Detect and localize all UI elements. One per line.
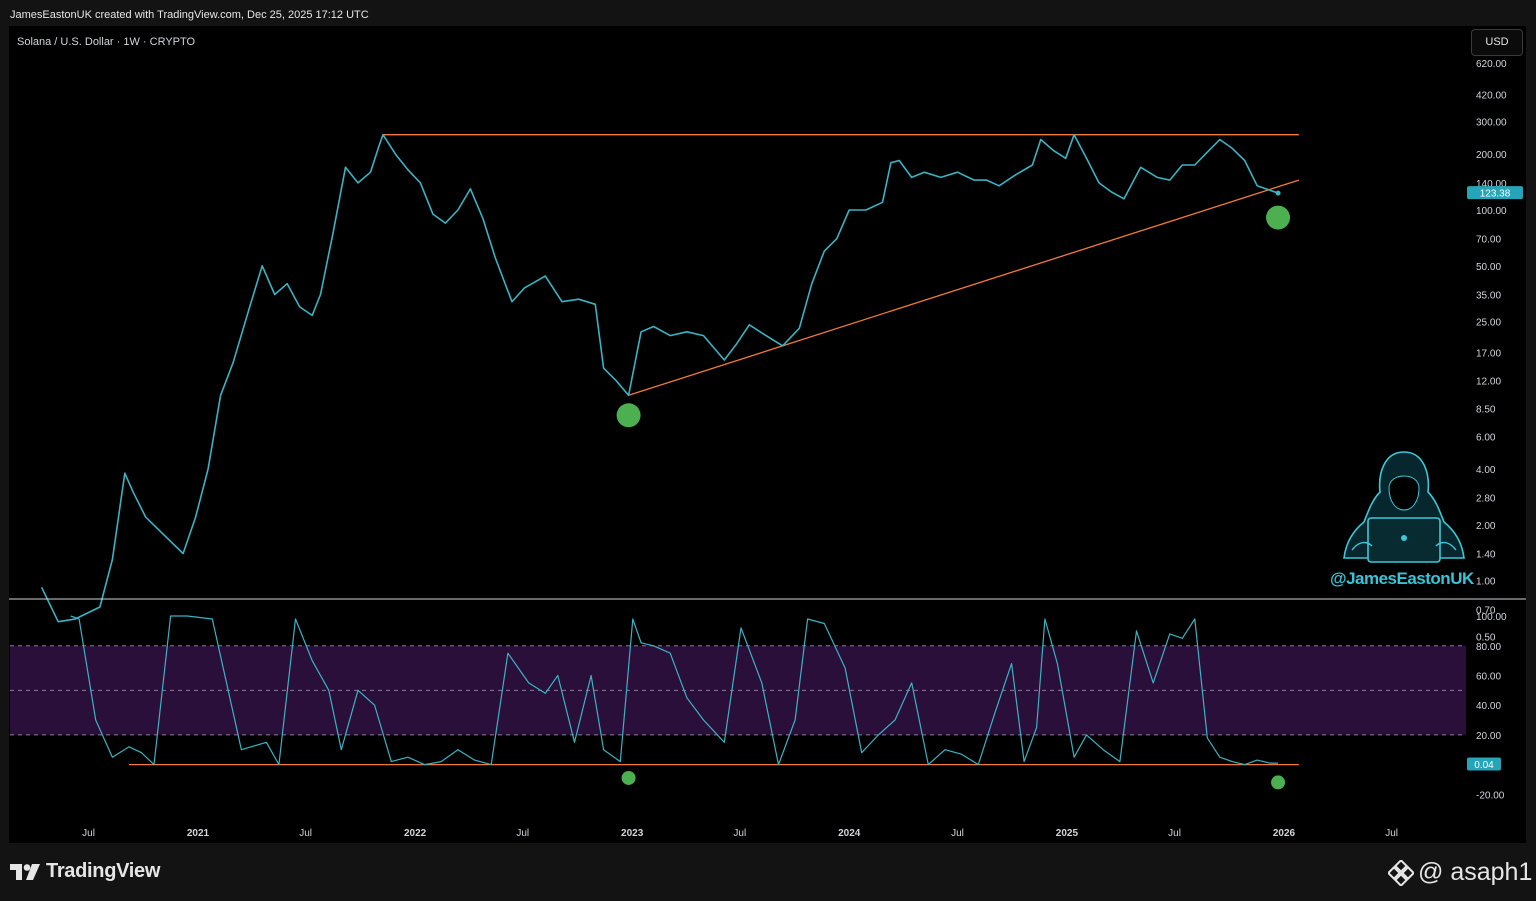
price-axis-tick-label: 35.00 bbox=[1476, 290, 1501, 301]
oscillator-axis-tick-label: 40.00 bbox=[1476, 701, 1501, 712]
time-axis-label: 2021 bbox=[187, 828, 210, 839]
price-line[interactable] bbox=[40, 133, 1279, 623]
price-axis-tick-label: 2.80 bbox=[1476, 494, 1496, 505]
time-axis-label: Jul bbox=[1168, 828, 1181, 839]
oscillator-axis-tick-label: 20.00 bbox=[1476, 731, 1501, 742]
avatar-face bbox=[1388, 475, 1420, 511]
price-axis-tick-label: 12.00 bbox=[1476, 377, 1501, 388]
avatar-laptop-logo bbox=[1401, 535, 1407, 541]
time-axis-label: 2025 bbox=[1056, 828, 1079, 839]
price-axis-tick-label: 420.00 bbox=[1476, 91, 1507, 102]
time-axis-label: Jul bbox=[733, 828, 746, 839]
green-marker bbox=[1266, 205, 1291, 230]
oscillator-last-badge bbox=[1467, 757, 1501, 771]
time-axis: Jul 2021 Jul 2022 Jul 2023 Jul 2024 Jul 2025 Jul 20… bbox=[82, 828, 1398, 839]
time-axis-label: 2023 bbox=[621, 828, 644, 839]
tradingview-icon bbox=[10, 863, 40, 880]
bottom-bar bbox=[0, 843, 1536, 901]
price-axis-tick-label: 6.00 bbox=[1476, 432, 1496, 443]
price-axis-tick-label: 70.00 bbox=[1476, 235, 1501, 246]
time-axis-label: Jul bbox=[1385, 828, 1398, 839]
asaph-watermark: @ asaph1 bbox=[1388, 858, 1532, 887]
price-axis-tick-label: 8.50 bbox=[1476, 404, 1496, 415]
green-marker bbox=[616, 403, 641, 428]
price-axis-tick-label: 25.00 bbox=[1476, 318, 1501, 329]
currency-button[interactable]: USD bbox=[1471, 29, 1523, 56]
price-axis-tick-label: 140.00 bbox=[1476, 179, 1507, 190]
price-axis-tick-label: 620.00 bbox=[1476, 59, 1507, 70]
tradingview-wordmark: TradingView bbox=[46, 860, 161, 882]
hacker-avatar-icon bbox=[1343, 451, 1465, 563]
price-axis-tick-label: 0.70 bbox=[1476, 605, 1496, 616]
support-trendline[interactable] bbox=[628, 179, 1300, 396]
time-axis-label: Jul bbox=[82, 828, 95, 839]
green-marker bbox=[621, 770, 636, 785]
avatar-hands bbox=[1351, 541, 1457, 551]
last-price-label: 123.38 bbox=[1480, 189, 1511, 200]
last-price-badge bbox=[1467, 186, 1523, 200]
oscillator-pane[interactable]: 100.00 80.00 60.00 40.00 20.00 -20.00 0.04 bbox=[10, 612, 1507, 801]
binance-icon bbox=[1388, 859, 1414, 886]
symbol-title[interactable]: Solana / U.S. Dollar · 1W · CRYPTO bbox=[17, 36, 196, 48]
time-axis-label: 2022 bbox=[404, 828, 427, 839]
oscillator-axis-tick-label: 80.00 bbox=[1476, 642, 1501, 653]
watermark-handle: @JamesEastonUK bbox=[1330, 569, 1474, 588]
price-axis-tick-label: 300.00 bbox=[1476, 118, 1507, 129]
time-axis-label: 2024 bbox=[838, 828, 861, 839]
price-pane[interactable]: 620.00 420.00 300.00 200.00 140.00 100.00 70.0… bbox=[40, 59, 1523, 643]
creator-credit: JamesEastonUK created with TradingView.c… bbox=[10, 9, 369, 21]
price-last-point bbox=[1275, 190, 1281, 196]
time-axis-label: 2026 bbox=[1273, 828, 1296, 839]
time-axis-label: Jul bbox=[299, 828, 312, 839]
price-axis-tick-label: 17.00 bbox=[1476, 349, 1501, 360]
price-axis-tick-label: 2.00 bbox=[1476, 521, 1496, 532]
top-bar: JamesEastonUK created with TradingView.c… bbox=[0, 0, 1536, 26]
oscillator-last-label: 0.04 bbox=[1474, 760, 1494, 771]
oscillator-line[interactable] bbox=[70, 615, 1279, 766]
asaph-handle: @ asaph1 bbox=[1418, 858, 1533, 886]
oscillator-axis-tick-label: 100.00 bbox=[1476, 612, 1507, 623]
price-axis-tick-label: 1.00 bbox=[1476, 577, 1496, 588]
time-axis-label: Jul bbox=[516, 828, 529, 839]
price-axis-tick-label: 50.00 bbox=[1476, 262, 1501, 273]
price-axis-tick-label: 0.50 bbox=[1476, 632, 1496, 643]
price-axis-tick-label: 4.00 bbox=[1476, 465, 1496, 476]
time-axis-label: Jul bbox=[951, 828, 964, 839]
price-axis-tick-label: 200.00 bbox=[1476, 150, 1507, 161]
green-marker bbox=[1271, 775, 1286, 790]
oscillator-axis-tick-label: -20.00 bbox=[1476, 790, 1505, 801]
price-axis-tick-label: 1.40 bbox=[1476, 550, 1496, 561]
price-axis-tick-label: 100.00 bbox=[1476, 206, 1507, 217]
tradingview-logo[interactable]: TradingView bbox=[10, 860, 160, 883]
oscillator-axis-tick-label: 60.00 bbox=[1476, 671, 1501, 682]
